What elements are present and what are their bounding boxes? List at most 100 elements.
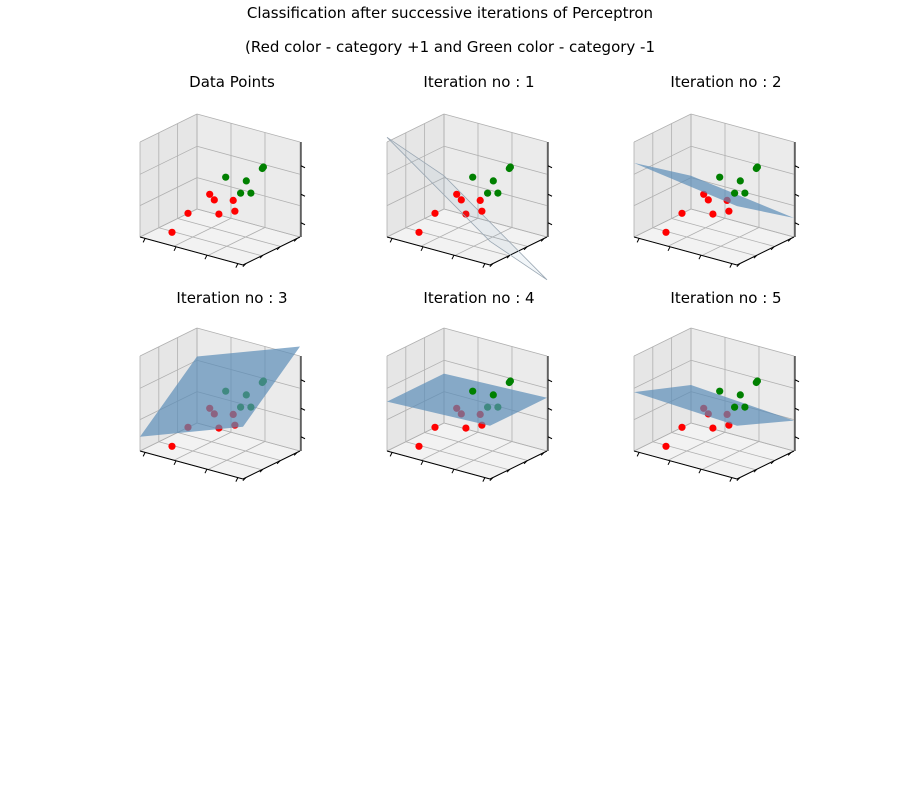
x-axis-line bbox=[633, 236, 738, 266]
data-point bbox=[709, 210, 717, 218]
data-point bbox=[709, 424, 717, 432]
side-pane bbox=[634, 114, 691, 237]
grid-line bbox=[177, 432, 281, 461]
x-tick bbox=[173, 246, 177, 252]
data-point bbox=[168, 228, 176, 236]
x-tick bbox=[482, 263, 486, 268]
grid-line bbox=[386, 177, 445, 207]
z-tick bbox=[547, 193, 553, 197]
y-tick bbox=[523, 460, 528, 465]
x-tick bbox=[173, 460, 177, 466]
x-tick bbox=[142, 452, 146, 457]
grid-line bbox=[701, 441, 760, 470]
data-point bbox=[247, 189, 255, 197]
grid-line bbox=[633, 359, 692, 389]
y-tick bbox=[736, 477, 741, 481]
grid-line bbox=[454, 227, 513, 256]
grid-line bbox=[139, 327, 198, 357]
back-pane bbox=[197, 114, 300, 237]
x-tick bbox=[389, 238, 393, 243]
data-point bbox=[716, 173, 724, 181]
x-tick bbox=[729, 263, 733, 268]
data-point bbox=[229, 196, 237, 204]
grid-line bbox=[443, 145, 548, 175]
grid-line bbox=[173, 431, 232, 461]
grid-line bbox=[671, 432, 775, 461]
grid-line bbox=[196, 208, 301, 238]
x-tick bbox=[420, 460, 424, 466]
data-point bbox=[736, 391, 744, 399]
z-tick bbox=[547, 407, 553, 411]
grid-line bbox=[196, 113, 301, 143]
floor-pane bbox=[140, 423, 300, 479]
y-axis-line bbox=[736, 236, 795, 266]
z-tick bbox=[300, 436, 306, 440]
x-tick bbox=[698, 254, 702, 260]
data-point bbox=[210, 196, 218, 204]
y-tick bbox=[506, 254, 511, 259]
data-point bbox=[489, 177, 497, 185]
z-tick bbox=[794, 222, 800, 226]
z-tick bbox=[547, 165, 553, 169]
x-tick bbox=[142, 238, 146, 243]
data-point bbox=[222, 173, 230, 181]
side-pane bbox=[387, 114, 444, 237]
grid-line bbox=[420, 217, 479, 247]
y-tick bbox=[259, 254, 264, 259]
y-tick bbox=[506, 468, 511, 473]
data-point bbox=[506, 377, 514, 385]
grid-line bbox=[701, 227, 760, 256]
x-tick bbox=[451, 254, 455, 260]
floor-pane bbox=[387, 209, 547, 265]
data-point bbox=[731, 189, 739, 197]
subplot-3: Iteration no : 2 bbox=[633, 73, 800, 268]
x-tick bbox=[204, 254, 208, 260]
grid-line bbox=[443, 359, 548, 389]
grid-line bbox=[690, 113, 795, 143]
y-tick bbox=[540, 238, 545, 242]
grid-line bbox=[443, 113, 548, 143]
x-tick bbox=[235, 263, 239, 268]
grid-line bbox=[158, 441, 262, 471]
x-axis-line bbox=[139, 450, 244, 480]
y-axis-line bbox=[736, 450, 795, 480]
grid-line bbox=[424, 432, 528, 461]
grid-line bbox=[443, 422, 548, 452]
subplot-1: Data Points bbox=[139, 73, 306, 268]
grid-line bbox=[454, 441, 513, 470]
y-tick bbox=[523, 246, 528, 251]
data-point bbox=[725, 207, 733, 215]
z-tick bbox=[547, 436, 553, 440]
grid-line bbox=[671, 218, 775, 247]
data-point bbox=[462, 210, 470, 218]
grid-line bbox=[386, 145, 445, 175]
grid-line bbox=[207, 441, 266, 470]
y-tick bbox=[770, 460, 775, 465]
data-point bbox=[431, 423, 439, 431]
y-tick bbox=[489, 477, 494, 481]
grid-line bbox=[424, 218, 528, 247]
subplot-title: Data Points bbox=[189, 73, 275, 91]
decision-plane bbox=[387, 373, 547, 426]
data-point bbox=[453, 190, 461, 198]
data-point bbox=[184, 209, 192, 217]
x-axis-line bbox=[633, 450, 738, 480]
decision-plane bbox=[634, 162, 794, 218]
subplot-title: Iteration no : 3 bbox=[176, 289, 287, 307]
grid-line bbox=[443, 327, 548, 357]
data-point bbox=[415, 228, 423, 236]
x-tick bbox=[204, 468, 208, 474]
decision-plane bbox=[140, 346, 300, 437]
grid-line bbox=[139, 359, 198, 389]
grid-line bbox=[690, 145, 795, 175]
grid-line bbox=[667, 431, 726, 461]
data-point bbox=[494, 189, 502, 197]
data-point bbox=[736, 177, 744, 185]
z-tick bbox=[794, 407, 800, 411]
grid-line bbox=[690, 359, 795, 389]
data-point bbox=[678, 423, 686, 431]
y-tick bbox=[259, 468, 264, 473]
floor-pane bbox=[634, 423, 794, 479]
data-point bbox=[753, 377, 762, 385]
y-tick bbox=[736, 263, 741, 267]
